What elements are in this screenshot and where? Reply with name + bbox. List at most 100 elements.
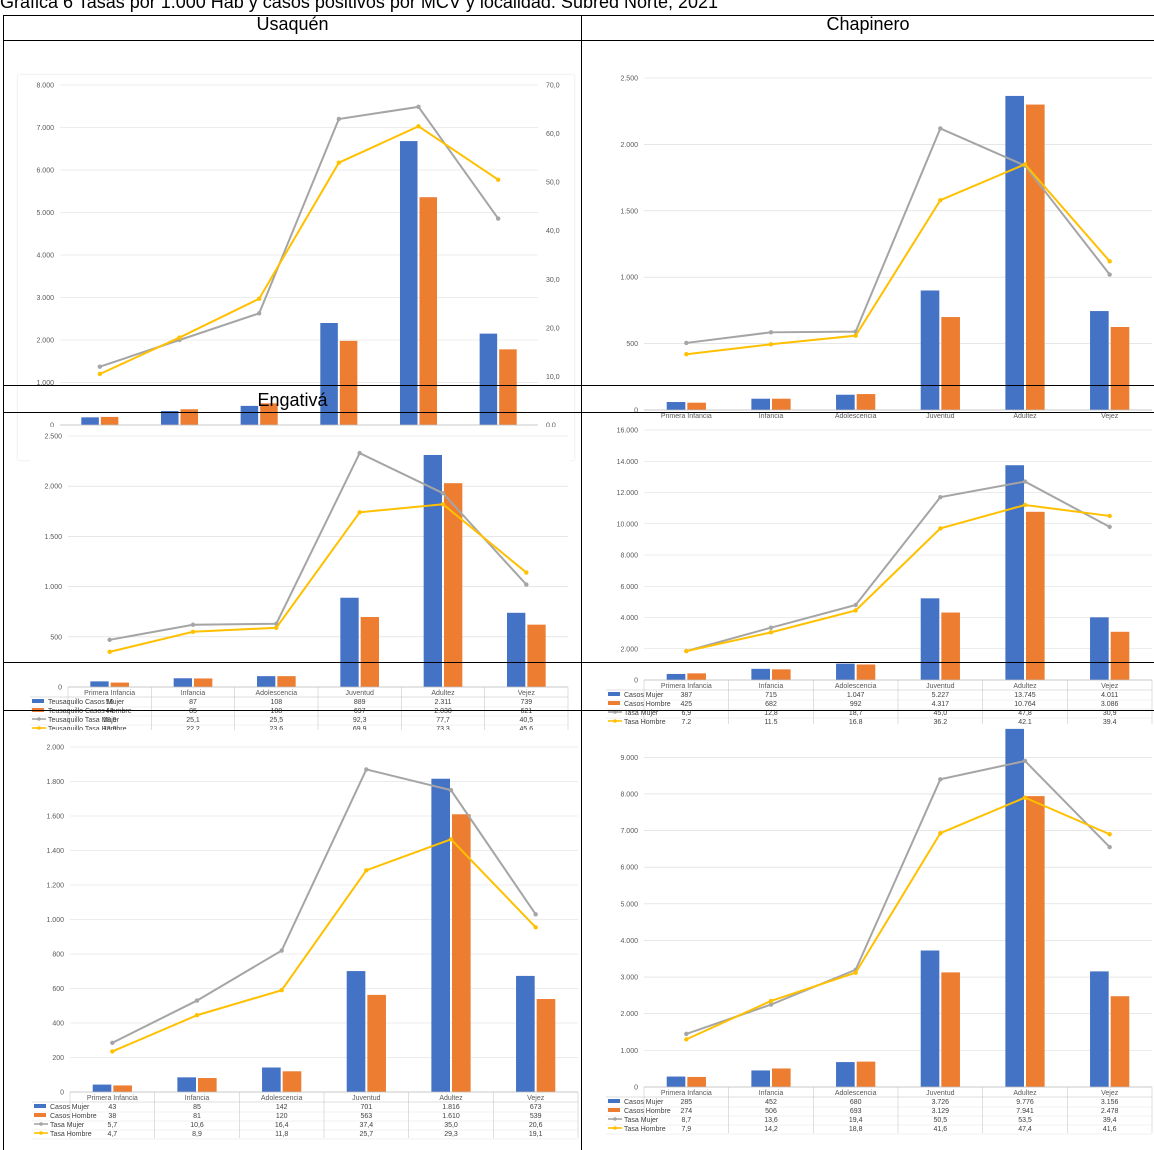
table-cell: 45,0 xyxy=(934,710,948,717)
legend-label: Teusaquillo Tasa Hombre xyxy=(48,726,127,730)
series-point xyxy=(336,116,342,122)
bar xyxy=(160,410,179,425)
y-tick-label: 3.000 xyxy=(36,295,54,302)
frame-row-4 xyxy=(3,710,1154,711)
bar xyxy=(90,681,109,687)
table-cell: 7.941 xyxy=(1016,1108,1034,1115)
category-label: Primera Infancia xyxy=(661,1090,712,1097)
series-point xyxy=(1022,795,1028,800)
table-cell: 697 xyxy=(354,708,366,715)
series-point xyxy=(768,330,774,335)
table-cell: 701 xyxy=(360,1104,372,1111)
y-tick-label: 7.000 xyxy=(36,125,54,132)
bar xyxy=(240,405,259,425)
table-cell: 56 xyxy=(106,699,114,706)
table-cell: 18,8 xyxy=(849,1126,863,1133)
table-cell: 69,9 xyxy=(353,726,367,730)
series-point xyxy=(448,837,454,842)
table-cell: 285 xyxy=(680,1099,692,1106)
y-tick-label: 6.000 xyxy=(36,168,54,175)
table-cell: 889 xyxy=(354,699,366,706)
y-tick-label: 2.000 xyxy=(46,745,64,752)
category-label: Primera Infancia xyxy=(84,690,135,697)
table-cell: 16,8 xyxy=(849,719,863,724)
table-cell: 20,6 xyxy=(529,1122,543,1129)
bar xyxy=(282,1071,302,1092)
bar xyxy=(260,403,278,425)
series-point xyxy=(364,868,369,873)
y-tick-label: 0 xyxy=(634,408,638,415)
bar xyxy=(856,1061,876,1087)
series-point xyxy=(357,510,362,515)
series-point xyxy=(1022,758,1028,764)
bar xyxy=(666,1076,686,1087)
table-cell: 11,5 xyxy=(764,719,777,724)
bar xyxy=(1026,104,1045,410)
frame-middle xyxy=(581,15,582,1150)
page-title: Gráfica 6 Tasas por 1.000 Hab y casos po… xyxy=(0,0,719,12)
legend-label: Casos Mujer xyxy=(50,1104,90,1111)
bar xyxy=(536,999,556,1092)
legend-label: Teusaquillo Tasa Mujer xyxy=(48,717,120,724)
series-point xyxy=(1107,513,1112,519)
series-point xyxy=(768,630,774,635)
bar xyxy=(81,417,99,425)
y-tick-label: 800 xyxy=(52,952,64,959)
bar xyxy=(92,1084,112,1092)
table-cell: 108 xyxy=(270,699,282,706)
y-tick-label: 1.000 xyxy=(36,380,54,387)
y-tick-label: 1.000 xyxy=(620,1048,638,1055)
table-cell: 87 xyxy=(189,699,197,706)
table-cell: 6,9 xyxy=(681,710,691,717)
y-tick-label: 7.000 xyxy=(620,828,638,835)
legend-swatch xyxy=(608,1108,620,1112)
table-cell: 12,8 xyxy=(764,710,778,717)
y-tick-label: 1.400 xyxy=(46,848,64,855)
table-cell: 13,6 xyxy=(764,1117,778,1124)
bar xyxy=(941,317,960,410)
y-tick-label: 1.000 xyxy=(44,584,62,591)
table-cell: 8,7 xyxy=(681,1117,691,1124)
series-point xyxy=(194,998,200,1003)
category-label: Infancia xyxy=(185,1095,210,1102)
table-cell: 621 xyxy=(520,708,532,715)
series-line xyxy=(99,105,499,368)
table-cell: 8,9 xyxy=(192,1131,202,1138)
series-point xyxy=(768,998,774,1004)
y-tick-label: 2.000 xyxy=(36,338,54,345)
y2-tick-label: 0,0 xyxy=(546,423,556,430)
category-label: Infancia xyxy=(759,1090,784,1097)
series-line xyxy=(99,125,499,375)
table-cell: 693 xyxy=(850,1108,862,1115)
table-cell: 44 xyxy=(106,708,114,715)
series-point xyxy=(1107,259,1112,264)
category-label: Adultez xyxy=(1013,413,1037,420)
series-line xyxy=(686,503,1110,653)
legend-label: Casos Hombre xyxy=(624,701,671,708)
table-cell: 4.011 xyxy=(1101,692,1118,699)
table-cell: 1.047 xyxy=(847,692,865,699)
series-point xyxy=(416,104,421,110)
bar xyxy=(666,673,686,680)
bar xyxy=(1110,996,1130,1087)
legend-swatch xyxy=(608,692,620,696)
category-label: Primera Infancia xyxy=(661,413,712,420)
series-point xyxy=(107,649,112,655)
bar xyxy=(751,1070,770,1087)
series-point xyxy=(448,787,454,793)
y-tick-label: 1.000 xyxy=(620,275,638,282)
series-point xyxy=(853,608,858,613)
bar xyxy=(100,416,119,425)
table-cell: 43 xyxy=(108,1104,116,1111)
table-cell: 85 xyxy=(193,1104,201,1111)
bar xyxy=(516,975,535,1092)
frame-row-3 xyxy=(3,662,1154,663)
series-point xyxy=(768,1002,774,1007)
series-point xyxy=(768,342,774,347)
table-cell: 16,4 xyxy=(275,1122,289,1129)
y2-tick-label: 40,0 xyxy=(546,228,560,235)
series-line xyxy=(111,768,537,1044)
bar xyxy=(262,1067,281,1092)
table-cell: 13,9 xyxy=(103,726,117,730)
chart-usaquen: 0 1.000 2.000 3.000 4.000 5.000 6.000 7.000 8.00… xyxy=(18,75,574,460)
